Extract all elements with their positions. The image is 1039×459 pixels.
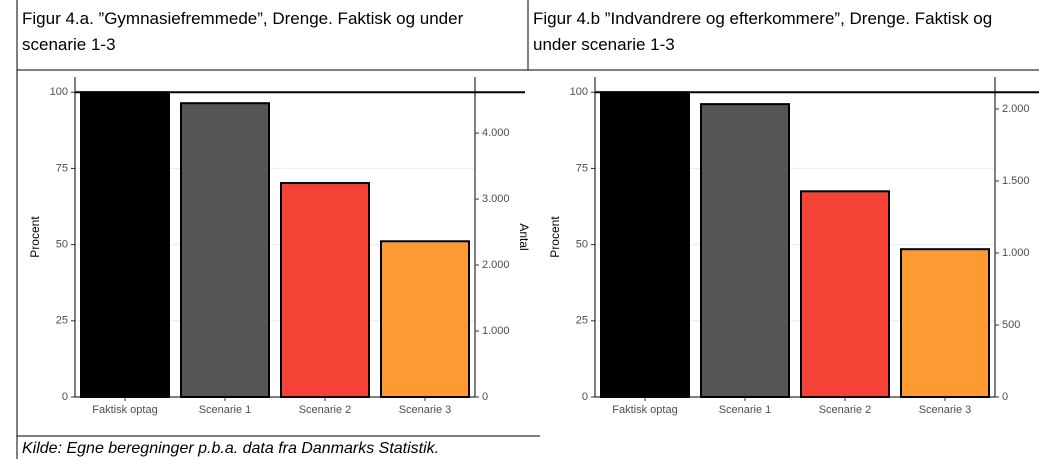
y-tick-label: 25 — [56, 315, 68, 327]
y-tick-label: 75 — [576, 162, 588, 174]
x-tick-label: Scenarie 3 — [919, 404, 972, 416]
x-tick-label: Scenarie 2 — [299, 404, 352, 416]
y2-tick-label: 1.500 — [1002, 175, 1030, 187]
bar — [180, 102, 270, 398]
y-tick-label: 75 — [56, 162, 68, 174]
y2-tick-label: 0 — [1002, 391, 1008, 403]
y-tick-label: 25 — [576, 315, 588, 327]
x-tick-label: Faktisk optag — [92, 404, 157, 416]
figure-title-text: Figur 4.b ”Indvandrere og efterkommere”,… — [533, 9, 993, 54]
y-tick-label: 50 — [56, 239, 68, 251]
y2-tick-label: 0 — [482, 391, 488, 403]
bar — [380, 240, 470, 398]
y-axis-label: Procent — [28, 216, 42, 258]
y-tick-label: 0 — [62, 391, 68, 403]
x-tick-label: Faktisk optag — [612, 404, 677, 416]
x-tick-label: Scenarie 3 — [399, 404, 452, 416]
y-tick-label: 100 — [50, 86, 68, 98]
bar — [900, 248, 990, 398]
y2-tick-label: 4.000 — [482, 127, 510, 139]
y2-tick-label: 1.000 — [1002, 247, 1030, 259]
x-tick-label: Scenarie 2 — [819, 404, 872, 416]
y-axis-label: Procent — [548, 216, 562, 258]
bar — [800, 190, 890, 398]
figure-title: Figur 4.a. ”Gymnasiefremmede”, Drenge. F… — [22, 9, 464, 54]
bar — [600, 91, 690, 398]
y2-tick-label: 1.000 — [482, 325, 510, 337]
bar — [80, 91, 170, 398]
y2-tick-label: 2.000 — [1002, 103, 1030, 115]
y2-axis-label: Antal — [517, 223, 531, 250]
x-tick-label: Scenarie 1 — [199, 404, 252, 416]
x-tick-label: Scenarie 1 — [719, 404, 772, 416]
bar — [700, 103, 790, 398]
y2-tick-label: 500 — [1002, 319, 1020, 331]
y2-tick-label: 2.000 — [482, 259, 510, 271]
figure-title: Figur 4.b ”Indvandrere og efterkommere”,… — [533, 6, 1039, 58]
y-tick-label: 0 — [582, 391, 588, 403]
source-note: Kilde: Egne beregninger p.b.a. data fra … — [22, 440, 440, 457]
y-tick-label: 100 — [570, 86, 588, 98]
y2-tick-label: 3.000 — [482, 193, 510, 205]
y-tick-label: 50 — [576, 239, 588, 251]
bar — [280, 182, 370, 398]
